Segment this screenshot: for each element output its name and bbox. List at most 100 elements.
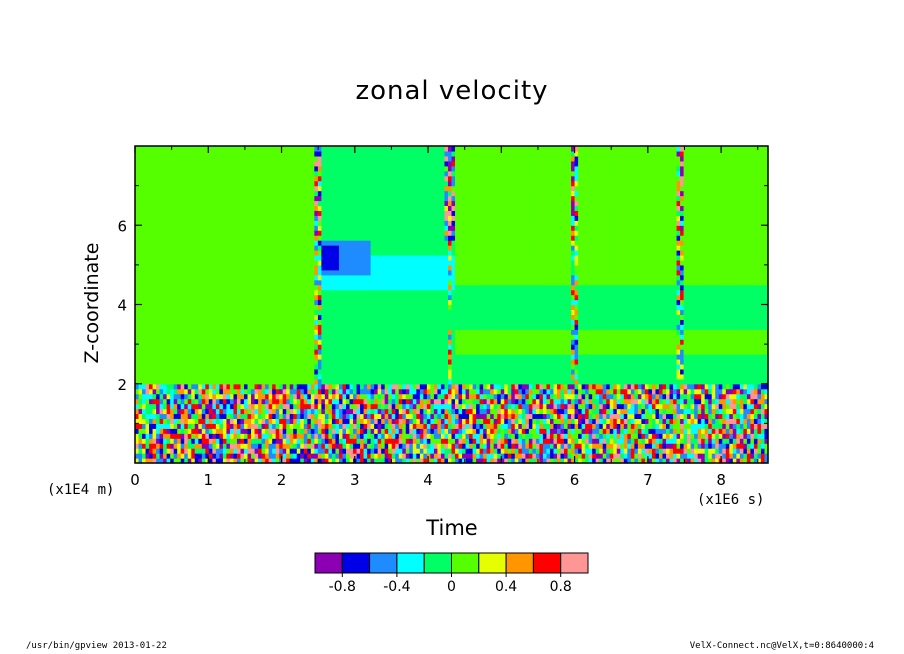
heatmap-cell — [335, 264, 340, 271]
heatmap-cell — [335, 289, 340, 296]
heatmap-cell — [240, 349, 245, 355]
heatmap-cell — [395, 235, 400, 241]
heatmap-cell — [275, 180, 280, 187]
heatmap-cell — [240, 418, 245, 424]
heatmap-cell — [135, 443, 140, 449]
heatmap-cell — [184, 408, 189, 415]
heatmap-cell — [381, 373, 386, 380]
heatmap-cell — [391, 254, 396, 261]
heatmap-cell — [405, 339, 410, 345]
heatmap-cell — [381, 349, 386, 355]
heatmap-cell — [226, 438, 231, 444]
heatmap-cell — [261, 190, 266, 197]
heatmap-cell — [149, 165, 154, 172]
heatmap-cell — [265, 165, 270, 172]
heatmap-cell — [205, 418, 210, 424]
heatmap-cell — [152, 334, 157, 340]
heatmap-cell — [377, 393, 382, 400]
heatmap-cell — [233, 383, 238, 390]
heatmap-cell — [367, 358, 372, 365]
heatmap-cell — [226, 245, 231, 251]
heatmap-cell — [201, 294, 206, 301]
heatmap-cell — [258, 349, 263, 355]
heatmap-cell — [307, 304, 312, 311]
heatmap-cell — [180, 393, 185, 400]
heatmap-cell — [205, 190, 210, 197]
heatmap-cell — [317, 408, 322, 415]
heatmap-cell — [236, 259, 242, 266]
heatmap-cell — [391, 433, 396, 439]
heatmap-cell — [381, 453, 386, 459]
heatmap-cell — [229, 368, 235, 375]
heatmap-cell — [184, 230, 189, 236]
heatmap-cell — [149, 433, 154, 439]
heatmap-cell — [317, 373, 322, 380]
heatmap-cell — [212, 363, 217, 370]
heatmap-cell — [342, 373, 347, 380]
heatmap-cell — [367, 344, 372, 350]
heatmap-cell — [317, 329, 322, 335]
heatmap-cell — [187, 200, 192, 207]
heatmap-cell — [342, 175, 347, 182]
heatmap-cell — [244, 259, 249, 266]
heatmap-cell — [324, 368, 330, 375]
heatmap-cell — [173, 403, 178, 410]
heatmap-cell — [205, 428, 210, 434]
heatmap-cell — [268, 254, 273, 261]
heatmap-cell — [321, 175, 326, 182]
heatmap-cell — [177, 408, 182, 415]
heatmap-cell — [402, 344, 407, 350]
heatmap-cell — [338, 230, 344, 236]
heatmap-cell — [251, 254, 256, 261]
heatmap-cell — [135, 215, 140, 221]
heatmap-cell — [367, 368, 372, 375]
heatmap-cell — [342, 368, 347, 375]
heatmap-cell — [317, 428, 322, 434]
heatmap-cell — [317, 358, 322, 365]
heatmap-cell — [286, 259, 291, 266]
heatmap-cell — [321, 240, 326, 246]
heatmap-cell — [275, 358, 280, 365]
heatmap-cell — [402, 215, 407, 221]
heatmap-cell — [360, 304, 365, 311]
heatmap-cell — [286, 368, 291, 375]
heatmap-cell — [138, 264, 143, 271]
heatmap-cell — [289, 279, 294, 286]
heatmap-cell — [300, 200, 305, 207]
heatmap-cell — [388, 274, 393, 281]
heatmap-cell — [180, 378, 185, 385]
heatmap-cell — [261, 344, 266, 350]
heatmap-cell — [356, 413, 361, 420]
heatmap-cell — [236, 373, 242, 380]
heatmap-cell — [370, 378, 375, 385]
heatmap-cell — [236, 448, 242, 454]
heatmap-cell — [321, 339, 326, 345]
heatmap-cell — [346, 393, 351, 400]
heatmap-cell — [226, 274, 231, 281]
heatmap-cell — [384, 294, 389, 301]
heatmap-cell — [282, 443, 287, 449]
heatmap-cell — [346, 205, 351, 211]
heatmap-cell — [405, 165, 410, 172]
heatmap-cell — [142, 378, 147, 385]
heatmap-cell — [170, 458, 175, 464]
heatmap-cell — [229, 358, 235, 365]
heatmap-cell — [307, 284, 312, 291]
heatmap-cell — [170, 393, 175, 400]
heatmap-cell — [370, 274, 375, 281]
heatmap-cell — [268, 339, 273, 345]
heatmap-cell — [282, 180, 287, 187]
heatmap-cell — [324, 299, 330, 306]
heatmap-cell — [236, 250, 242, 256]
heatmap-cell — [388, 225, 393, 231]
heatmap-cell — [286, 150, 291, 157]
heatmap-cell — [258, 210, 263, 216]
heatmap-cell — [331, 423, 337, 429]
heatmap-cell — [353, 185, 358, 192]
heatmap-cell — [212, 458, 217, 464]
heatmap-cell — [314, 319, 319, 325]
heatmap-cell — [258, 448, 263, 454]
heatmap-cell — [194, 294, 199, 301]
heatmap-cell — [268, 220, 273, 226]
heatmap-cell — [310, 160, 315, 167]
